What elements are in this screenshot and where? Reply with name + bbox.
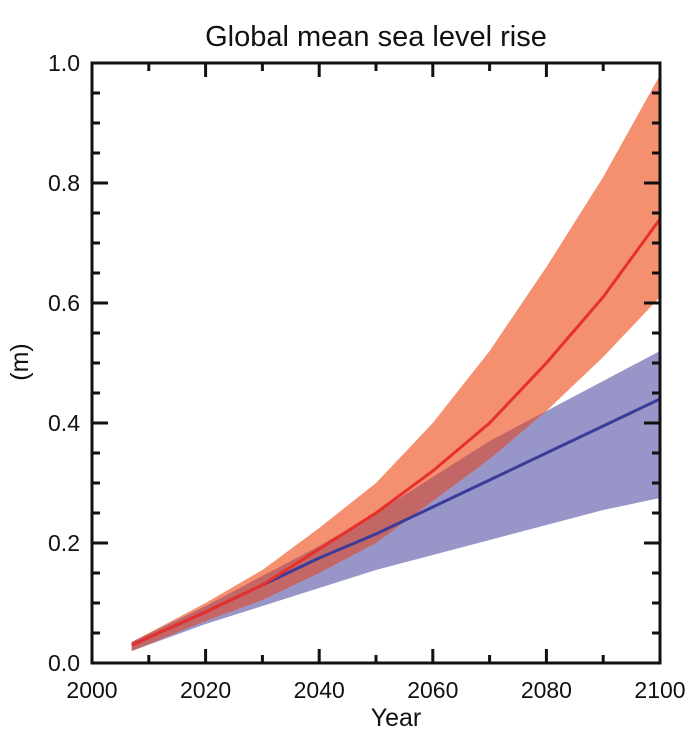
- y-tick-label: 0.6: [48, 290, 80, 316]
- x-tick-label: 2100: [634, 677, 685, 703]
- plot-area: [131, 75, 662, 651]
- y-tick-label: 1.0: [48, 50, 80, 76]
- band-series-1: [131, 75, 660, 651]
- x-tick-label: 2020: [180, 677, 231, 703]
- x-tick-label: 2080: [521, 677, 572, 703]
- x-tick-label: 2060: [407, 677, 458, 703]
- y-tick-label: 0.0: [48, 650, 80, 676]
- x-axis-label: Year: [371, 704, 422, 732]
- chart-title: Global mean sea level rise: [205, 21, 547, 53]
- y-axis-label: (m): [6, 343, 34, 380]
- x-tick-label: 2000: [66, 677, 117, 703]
- band-overlap: [131, 351, 660, 651]
- y-tick-label: 0.8: [48, 170, 80, 196]
- y-tick-label: 0.2: [48, 530, 80, 556]
- x-tick-label: 2040: [294, 677, 345, 703]
- line-series-1: [131, 218, 662, 647]
- y-tick-label: 0.4: [48, 410, 80, 436]
- axes: 2000 2020 2040 2060 2080 2100 0.0 0.2 0.4 0.6 0.8 1…: [48, 50, 686, 703]
